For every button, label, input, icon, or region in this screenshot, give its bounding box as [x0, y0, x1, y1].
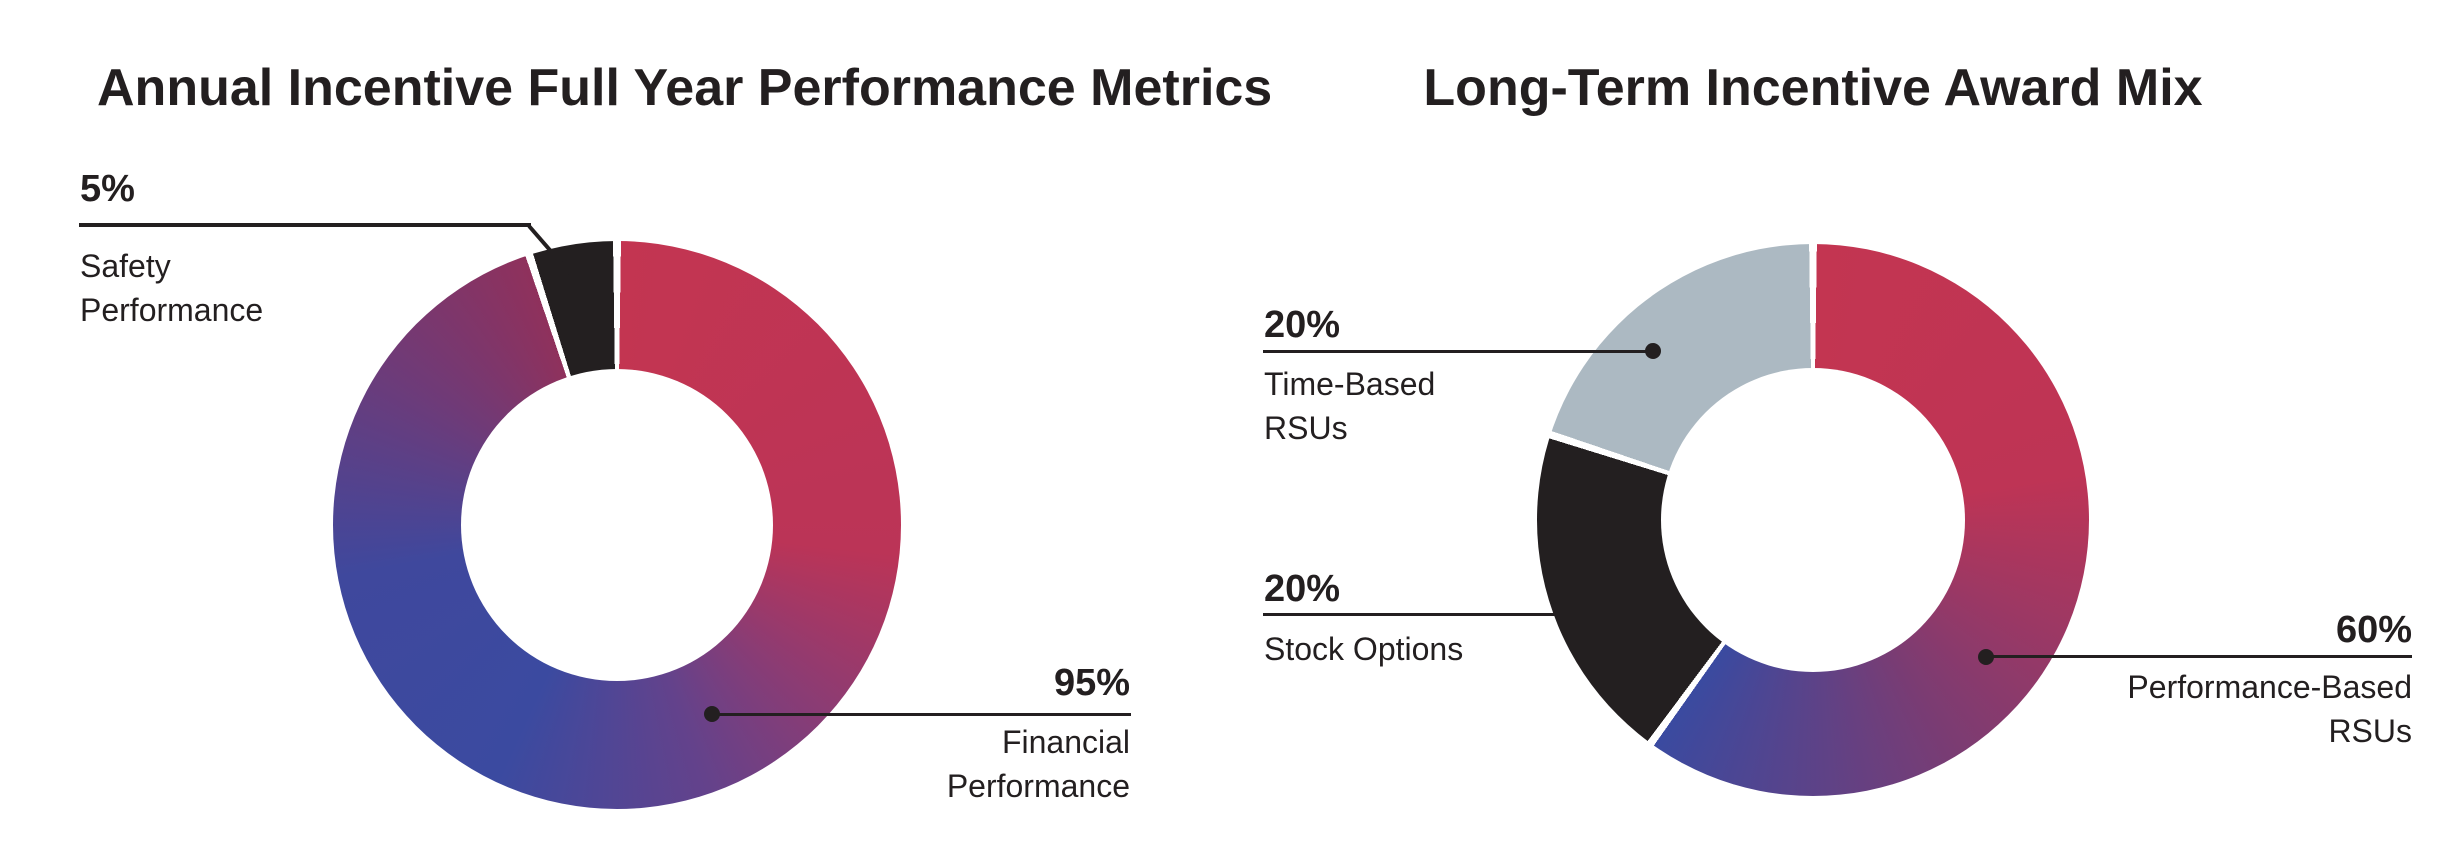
label-line: Stock Options — [1264, 631, 1464, 667]
performance-based-rsus-pct-label: 60% — [2335, 609, 2412, 651]
leader-dot — [1645, 343, 1661, 359]
financial-performance-pct-label: 95% — [1053, 662, 1130, 704]
time-based-rsus-pct-label: 20% — [1264, 304, 1341, 346]
leader-line — [1263, 613, 1563, 616]
time-based-rsus-label: Time-Based RSUs — [1264, 362, 1435, 450]
leader-dot — [704, 706, 720, 722]
label-line: Safety — [80, 248, 171, 284]
label-line: Performance — [80, 292, 264, 328]
stock-options-pct-label: 20% — [1264, 568, 1341, 610]
performance-based-rsus-label: Performance-Based RSUs — [2127, 665, 2412, 753]
label-line: Performance-Based — [2127, 669, 2412, 705]
label-line: Performance — [946, 768, 1130, 804]
leader-line — [1986, 655, 2412, 658]
leader-line — [79, 223, 531, 227]
leader-line — [712, 713, 1131, 716]
label-line: RSUs — [1264, 410, 1348, 446]
label-line: Time-Based — [1264, 366, 1436, 402]
stock-options-label: Stock Options — [1264, 627, 1463, 671]
donut-hole — [461, 369, 773, 681]
label-line: RSUs — [2328, 713, 2412, 749]
donut-hole — [1661, 368, 1965, 672]
label-line: Financial — [1001, 724, 1130, 760]
safety-performance-pct-label: 5% — [80, 168, 135, 210]
leader-dot — [1978, 649, 1994, 665]
left-chart-title: Annual Incentive Full Year Performance M… — [97, 59, 1273, 117]
right-chart-title: Long-Term Incentive Award Mix — [1423, 59, 2203, 117]
safety-performance-label: Safety Performance — [80, 244, 263, 332]
financial-performance-label: Financial Performance — [947, 720, 1130, 808]
leader-line — [1263, 350, 1653, 353]
